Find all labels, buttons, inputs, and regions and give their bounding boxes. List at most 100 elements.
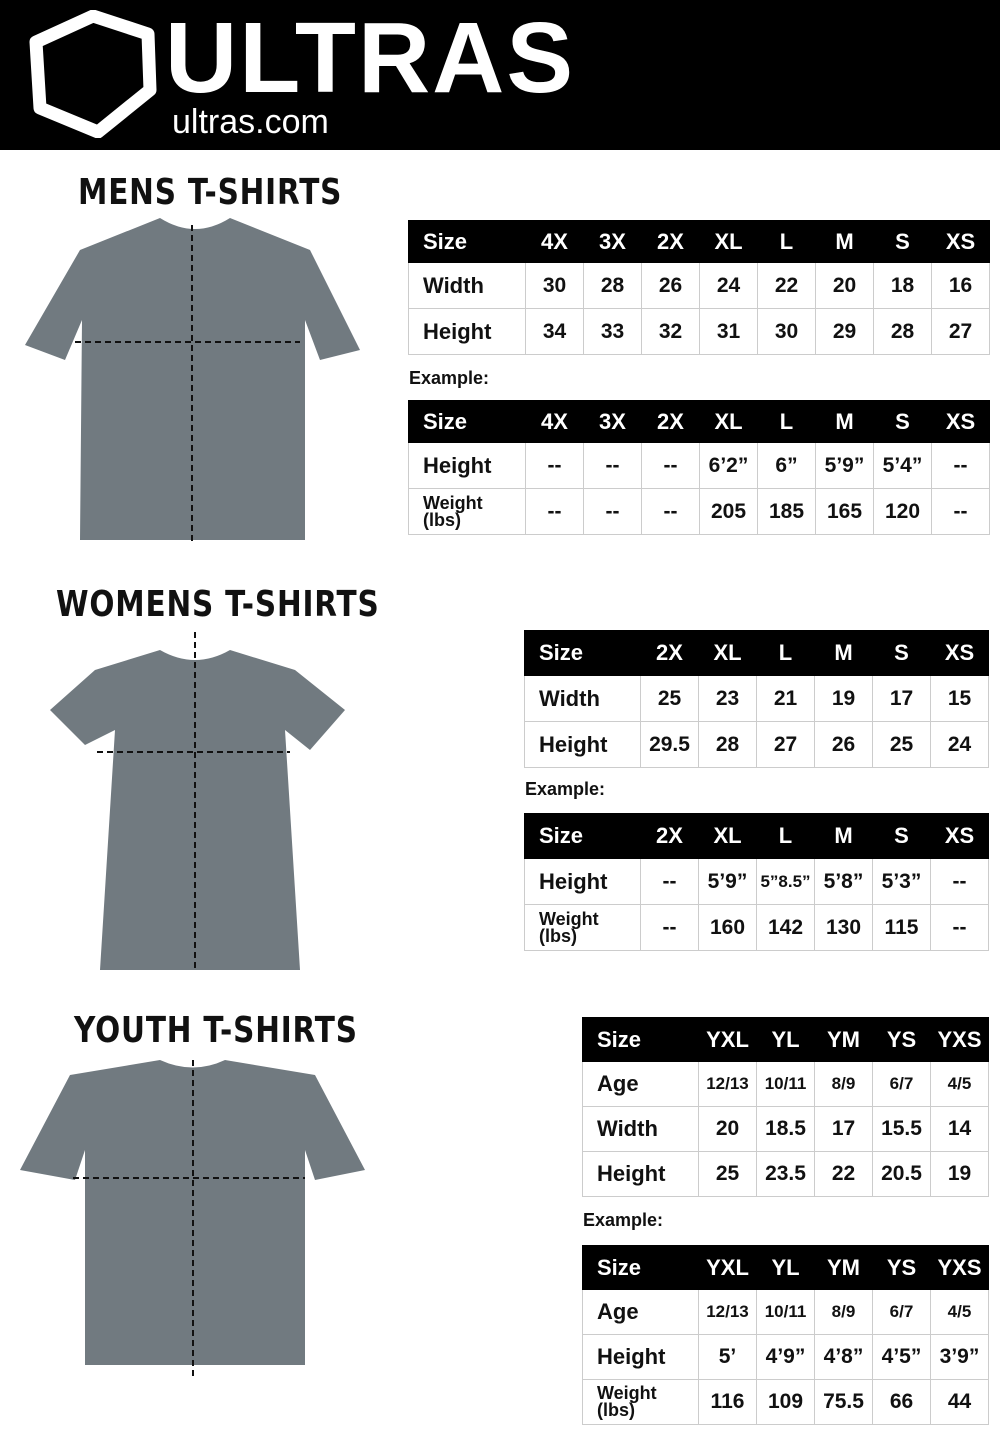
table-cell: 165 — [815, 488, 874, 535]
size-label: Size — [582, 1017, 699, 1062]
header-banner: ULTRAS ultras.com — [0, 0, 1000, 150]
table-cell: -- — [641, 488, 700, 535]
size-header-cell: XS — [931, 220, 990, 263]
table-cell: 28 — [698, 721, 757, 768]
size-header-cell: 4X — [525, 220, 584, 263]
row-label: Height — [408, 308, 526, 355]
table-cell: 5’9” — [815, 442, 874, 489]
table-cell: 10/11 — [756, 1061, 815, 1107]
table-cell: 6/7 — [872, 1289, 931, 1335]
size-header-cell: S — [872, 813, 931, 859]
youth-shirt-diagram — [20, 1060, 365, 1378]
size-header-row: Size YXL YL YM YS YXS — [582, 1017, 989, 1062]
size-header-cell: XS — [931, 400, 990, 443]
size-header-cell: M — [815, 220, 874, 263]
table-cell: 6/7 — [872, 1061, 931, 1107]
size-header-row: Size YXL YL YM YS YXS — [582, 1245, 989, 1290]
size-header-cell: YS — [872, 1017, 931, 1062]
size-header-cell: M — [814, 813, 873, 859]
table-cell: 20 — [698, 1106, 757, 1152]
size-header-cell: M — [814, 630, 873, 676]
table-cell: 24 — [930, 721, 989, 768]
table-cell: 4’9” — [756, 1334, 815, 1380]
table-cell: 27 — [931, 308, 990, 355]
table-cell: 5’3” — [872, 858, 931, 905]
table-cell: 10/11 — [756, 1289, 815, 1335]
size-header-cell: 2X — [640, 813, 699, 859]
table-cell: 5”8.5” — [756, 858, 815, 905]
table-row: Weight (lbs) 116 109 75.5 66 44 — [582, 1379, 989, 1425]
table-cell: -- — [641, 442, 700, 489]
size-header-cell: YXS — [930, 1017, 989, 1062]
row-label: Height — [524, 721, 641, 768]
size-header-cell: S — [873, 400, 932, 443]
mens-measure-table: Size 4X 3X 2X XL L M S XS Width 30 28 26 24 22 20 18 16 He… — [408, 220, 990, 355]
table-cell: -- — [583, 442, 642, 489]
row-label: Width — [408, 262, 526, 309]
row-label: Height — [408, 442, 526, 489]
row-label: Height — [524, 858, 641, 905]
table-cell: 25 — [640, 675, 699, 722]
brand-url: ultras.com — [172, 103, 329, 141]
table-cell: -- — [583, 488, 642, 535]
table-cell: 19 — [814, 675, 873, 722]
table-cell: 5’4” — [873, 442, 932, 489]
table-cell: 21 — [756, 675, 815, 722]
table-cell: 33 — [583, 308, 642, 355]
table-cell: 4’5” — [872, 1334, 931, 1380]
table-row: Weight (lbs) -- -- -- 205 185 165 120 -- — [408, 488, 990, 535]
table-cell: 115 — [872, 904, 931, 951]
table-cell: 8/9 — [814, 1289, 873, 1335]
size-header-cell: YXL — [698, 1245, 757, 1290]
table-cell: 66 — [872, 1379, 931, 1425]
table-cell: 4/5 — [930, 1289, 989, 1335]
size-header-cell: YM — [814, 1017, 873, 1062]
size-header-row: Size 2X XL L M S XS — [524, 630, 989, 676]
youth-title: YOUTH T-SHIRTS — [74, 1010, 358, 1051]
size-header-cell: 3X — [583, 400, 642, 443]
table-cell: 12/13 — [698, 1289, 757, 1335]
table-cell: 3’9” — [930, 1334, 989, 1380]
table-row: Height 29.5 28 27 26 25 24 — [524, 721, 989, 768]
table-cell: 185 — [757, 488, 816, 535]
size-header-cell: YS — [872, 1245, 931, 1290]
example-label: Example: — [409, 368, 490, 388]
mens-example-table: Size 4X 3X 2X XL L M S XS Height -- -- -- 6’2” 6” 5’9” 5… — [408, 400, 990, 535]
table-cell: 6” — [757, 442, 816, 489]
table-cell: 29.5 — [640, 721, 699, 768]
table-cell: 22 — [757, 262, 816, 309]
table-cell: 109 — [756, 1379, 815, 1425]
table-cell: 130 — [814, 904, 873, 951]
size-header-cell: 4X — [525, 400, 584, 443]
size-header-cell: 2X — [641, 220, 700, 263]
table-cell: -- — [930, 858, 989, 905]
example-label: Example: — [525, 779, 606, 799]
size-header-cell: 2X — [640, 630, 699, 676]
row-label: Weight (lbs) — [582, 1379, 699, 1425]
size-header-cell: S — [872, 630, 931, 676]
table-row: Width 30 28 26 24 22 20 18 16 — [408, 262, 990, 309]
table-cell: -- — [525, 442, 584, 489]
table-cell: 205 — [699, 488, 758, 535]
size-label: Size — [408, 400, 526, 443]
mens-title: MENS T-SHIRTS — [78, 172, 343, 213]
example-label: Example: — [583, 1210, 664, 1230]
row-label: Width — [524, 675, 641, 722]
table-cell: 25 — [698, 1151, 757, 1197]
table-cell: 15.5 — [872, 1106, 931, 1152]
table-cell: 5’8” — [814, 858, 873, 905]
size-header-cell: YL — [756, 1245, 815, 1290]
size-header-cell: XS — [930, 813, 989, 859]
row-label: Height — [582, 1151, 699, 1197]
table-cell: -- — [525, 488, 584, 535]
size-header-cell: XS — [930, 630, 989, 676]
size-header-cell: L — [756, 813, 815, 859]
table-cell: 142 — [756, 904, 815, 951]
table-cell: 160 — [698, 904, 757, 951]
table-cell: 18 — [873, 262, 932, 309]
table-cell: 4’8” — [814, 1334, 873, 1380]
size-header-row: Size 2X XL L M S XS — [524, 813, 989, 859]
table-cell: 27 — [756, 721, 815, 768]
womens-example-table: Size 2X XL L M S XS Height -- 5’9” 5”8.5” 5’8” 5’3” -… — [524, 813, 989, 951]
table-cell: 17 — [814, 1106, 873, 1152]
